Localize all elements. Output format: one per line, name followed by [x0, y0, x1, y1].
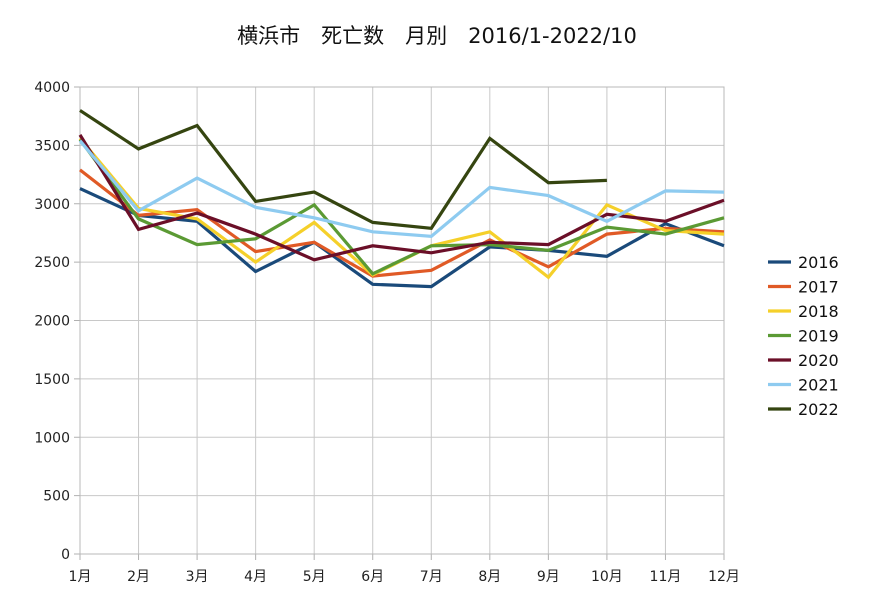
- series-line-2018: [78, 137, 725, 280]
- y-tick-label: 500: [43, 489, 70, 505]
- x-tick-label: 5月: [303, 569, 326, 585]
- y-tick-label: 2500: [34, 255, 70, 271]
- series-line-2019: [78, 138, 725, 276]
- x-tick-label: 6月: [361, 569, 384, 585]
- legend-label-2019: 2019: [798, 327, 839, 346]
- legend-label-2016: 2016: [798, 253, 839, 272]
- y-tick-label: 3000: [34, 197, 70, 213]
- legend-label-2018: 2018: [798, 302, 839, 321]
- series-line-2017: [79, 168, 725, 278]
- x-tick-label: 4月: [244, 569, 267, 585]
- chart-title: 横浜市 死亡数 月別 2016/1-2022/10: [237, 24, 637, 48]
- y-tick-label: 1000: [34, 430, 70, 446]
- x-tick-label: 9月: [537, 569, 560, 585]
- legend-label-2022: 2022: [798, 400, 839, 419]
- x-tick-label: 11月: [650, 569, 682, 585]
- legend-label-2017: 2017: [798, 278, 839, 297]
- y-tick-label: 1500: [34, 372, 70, 388]
- legend-label-2020: 2020: [798, 351, 839, 370]
- y-tick-label: 2000: [34, 314, 70, 330]
- series-line-2021: [78, 139, 725, 239]
- x-tick-label: 10月: [591, 569, 623, 585]
- x-tick-label: 2月: [127, 569, 150, 585]
- legend-label-2021: 2021: [798, 376, 839, 395]
- y-tick-label: 0: [61, 547, 70, 563]
- y-tick-label: 3500: [34, 138, 70, 154]
- series-line-2022: [79, 109, 607, 230]
- x-tick-label: 1月: [69, 569, 92, 585]
- y-tick-label: 4000: [34, 80, 70, 96]
- series-line-2020: [78, 134, 725, 262]
- series-line-2016: [79, 187, 725, 289]
- x-tick-label: 7月: [420, 569, 443, 585]
- x-tick-label: 3月: [186, 569, 209, 585]
- plot-area-border: [79, 86, 725, 555]
- x-tick-label: 12月: [708, 569, 740, 585]
- x-tick-label: 8月: [478, 569, 501, 585]
